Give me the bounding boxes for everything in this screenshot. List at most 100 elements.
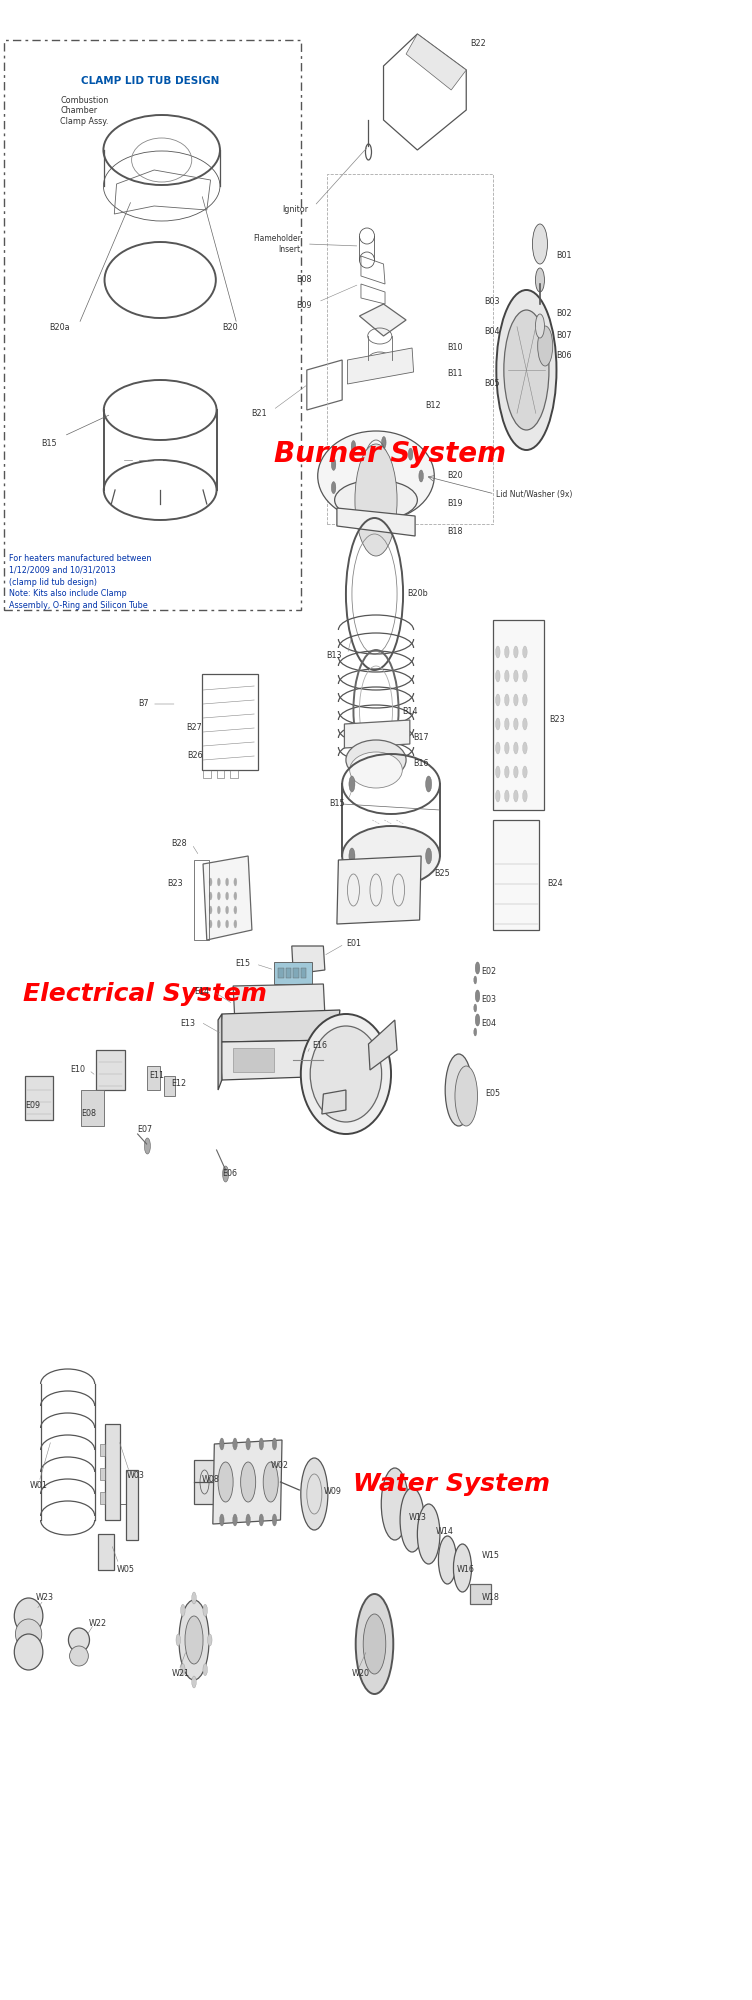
Circle shape: [408, 492, 413, 504]
Circle shape: [475, 990, 480, 1002]
Circle shape: [496, 694, 500, 706]
FancyBboxPatch shape: [293, 968, 299, 978]
Text: E03: E03: [481, 996, 496, 1004]
Circle shape: [419, 470, 423, 482]
Text: W21: W21: [171, 1670, 190, 1678]
Circle shape: [475, 1014, 480, 1026]
Circle shape: [226, 906, 229, 914]
Text: B18: B18: [447, 528, 463, 536]
Ellipse shape: [311, 1026, 381, 1122]
Circle shape: [349, 848, 355, 864]
Text: E10: E10: [70, 1066, 85, 1074]
Circle shape: [505, 646, 509, 658]
FancyBboxPatch shape: [233, 1048, 274, 1072]
Ellipse shape: [14, 1598, 43, 1634]
FancyBboxPatch shape: [470, 1584, 491, 1604]
Text: W16: W16: [457, 1566, 475, 1574]
Ellipse shape: [318, 432, 434, 520]
Text: B15: B15: [41, 440, 57, 448]
FancyBboxPatch shape: [194, 1460, 215, 1504]
Text: W02: W02: [271, 1462, 289, 1470]
Text: E06: E06: [222, 1170, 237, 1178]
Polygon shape: [337, 508, 415, 536]
Circle shape: [453, 1544, 472, 1592]
Text: B01: B01: [556, 252, 572, 260]
FancyBboxPatch shape: [100, 1468, 105, 1480]
Text: E05: E05: [485, 1090, 500, 1098]
Text: B20a: B20a: [49, 324, 69, 332]
Circle shape: [209, 906, 212, 914]
Text: Water System: Water System: [353, 1472, 550, 1496]
Polygon shape: [274, 962, 312, 984]
Polygon shape: [344, 720, 410, 748]
Circle shape: [523, 312, 529, 328]
Circle shape: [455, 1066, 478, 1126]
Text: CLAMP LID TUB DESIGN: CLAMP LID TUB DESIGN: [81, 76, 220, 86]
Polygon shape: [220, 1040, 337, 1080]
Circle shape: [144, 1138, 150, 1154]
Text: B02: B02: [556, 310, 572, 318]
Circle shape: [514, 646, 518, 658]
Ellipse shape: [346, 740, 406, 780]
Circle shape: [217, 906, 220, 914]
Text: E08: E08: [81, 1110, 96, 1118]
Text: B24: B24: [547, 880, 563, 888]
Polygon shape: [368, 1020, 397, 1070]
Ellipse shape: [69, 1646, 89, 1666]
Circle shape: [234, 920, 237, 928]
Circle shape: [496, 766, 500, 778]
Text: B7: B7: [138, 700, 149, 708]
Circle shape: [192, 1592, 196, 1604]
Text: E16: E16: [312, 1042, 327, 1050]
FancyBboxPatch shape: [96, 1050, 125, 1090]
Text: E15: E15: [235, 960, 250, 968]
Circle shape: [301, 1458, 328, 1530]
Circle shape: [496, 290, 556, 450]
Circle shape: [209, 892, 212, 900]
Ellipse shape: [335, 480, 417, 520]
Text: E07: E07: [138, 1126, 153, 1134]
Circle shape: [241, 1462, 256, 1502]
Text: B14: B14: [402, 708, 418, 716]
Circle shape: [209, 920, 212, 928]
FancyBboxPatch shape: [25, 1076, 53, 1120]
Text: B17: B17: [414, 734, 429, 742]
Circle shape: [523, 290, 529, 306]
Text: B07: B07: [556, 332, 572, 340]
Text: E04: E04: [481, 1020, 496, 1028]
Text: Flameholder
Insert: Flameholder Insert: [253, 234, 301, 254]
Text: W01: W01: [30, 1482, 48, 1490]
FancyBboxPatch shape: [147, 1066, 160, 1090]
Circle shape: [538, 326, 553, 366]
Text: W18: W18: [481, 1594, 499, 1602]
Circle shape: [523, 670, 527, 682]
FancyBboxPatch shape: [493, 620, 544, 810]
Polygon shape: [322, 1090, 346, 1114]
Circle shape: [226, 878, 229, 886]
FancyBboxPatch shape: [493, 820, 539, 930]
Circle shape: [180, 1664, 185, 1676]
Circle shape: [426, 848, 432, 864]
Text: B08: B08: [296, 276, 312, 284]
Circle shape: [226, 920, 229, 928]
Text: B06: B06: [556, 352, 572, 360]
FancyBboxPatch shape: [301, 968, 306, 978]
Text: B05: B05: [484, 380, 500, 388]
Circle shape: [505, 742, 509, 754]
Circle shape: [438, 1536, 456, 1584]
Circle shape: [234, 878, 237, 886]
Circle shape: [400, 1488, 424, 1552]
Circle shape: [514, 766, 518, 778]
Circle shape: [208, 1634, 212, 1646]
Text: B19: B19: [447, 500, 463, 508]
Text: B12: B12: [425, 402, 441, 410]
Text: W22: W22: [89, 1620, 107, 1628]
Ellipse shape: [15, 1620, 42, 1648]
Circle shape: [523, 694, 527, 706]
Circle shape: [474, 1028, 477, 1036]
Text: B09: B09: [296, 302, 312, 310]
Circle shape: [381, 504, 386, 516]
Text: B11: B11: [447, 370, 463, 378]
Text: B16: B16: [414, 760, 429, 768]
Circle shape: [272, 1438, 277, 1450]
